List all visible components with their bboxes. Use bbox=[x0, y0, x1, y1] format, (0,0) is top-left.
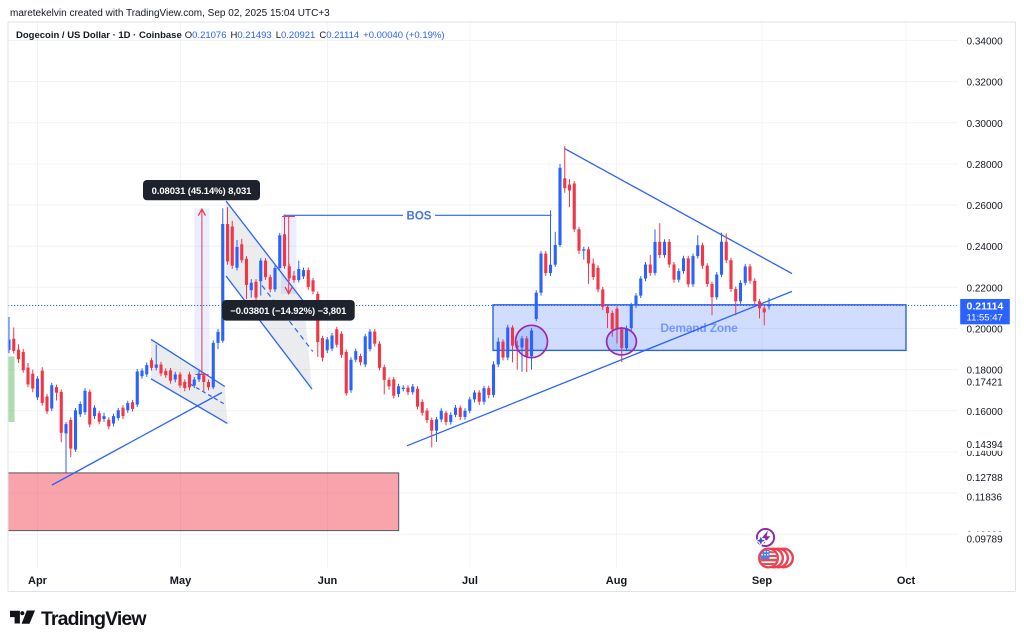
svg-text:0.16000: 0.16000 bbox=[967, 407, 1004, 418]
svg-text:0.22000: 0.22000 bbox=[967, 283, 1004, 294]
svg-text:0.09789: 0.09789 bbox=[967, 535, 1004, 546]
svg-text:Jul: Jul bbox=[462, 575, 478, 587]
svg-text:0.14000: 0.14000 bbox=[967, 448, 1004, 459]
svg-text:0.21114: 0.21114 bbox=[967, 301, 1004, 313]
svg-text:0.34000: 0.34000 bbox=[967, 37, 1004, 48]
svg-text:0.12788: 0.12788 bbox=[967, 473, 1004, 484]
svg-text:0.26000: 0.26000 bbox=[967, 201, 1004, 212]
svg-text:BOS: BOS bbox=[407, 211, 432, 223]
svg-text:−0.03801 (−14.92%) −3,801: −0.03801 (−14.92%) −3,801 bbox=[230, 306, 347, 317]
svg-text:Oct: Oct bbox=[897, 575, 916, 587]
svg-text:11:55:47: 11:55:47 bbox=[967, 313, 1003, 324]
svg-text:0.11836: 0.11836 bbox=[967, 492, 1003, 503]
svg-text:maretekelvin created with Trad: maretekelvin created with TradingView.co… bbox=[10, 8, 330, 19]
svg-text:TradingView: TradingView bbox=[41, 608, 147, 630]
svg-text:0.20000: 0.20000 bbox=[967, 325, 1004, 336]
svg-text:0.08031 (45.14%) 8,031: 0.08031 (45.14%) 8,031 bbox=[152, 186, 253, 197]
svg-text:0.32000: 0.32000 bbox=[967, 78, 1004, 89]
svg-text:Apr: Apr bbox=[28, 575, 48, 587]
svg-text:0.28000: 0.28000 bbox=[967, 160, 1004, 171]
svg-text:Dogecoin / US Dollar · 1D · Co: Dogecoin / US Dollar · 1D · Coinbase O0.2… bbox=[16, 30, 445, 41]
svg-text:0.24000: 0.24000 bbox=[967, 242, 1004, 253]
svg-text:0.18000: 0.18000 bbox=[967, 366, 1004, 377]
svg-text:Sep: Sep bbox=[752, 575, 772, 587]
svg-text:Jun: Jun bbox=[318, 575, 338, 587]
svg-text:0.30000: 0.30000 bbox=[967, 119, 1004, 130]
svg-text:May: May bbox=[170, 575, 192, 587]
svg-text:0.14394: 0.14394 bbox=[967, 440, 1004, 451]
svg-text:0.17421: 0.17421 bbox=[967, 378, 1004, 389]
svg-text:Aug: Aug bbox=[606, 575, 627, 587]
